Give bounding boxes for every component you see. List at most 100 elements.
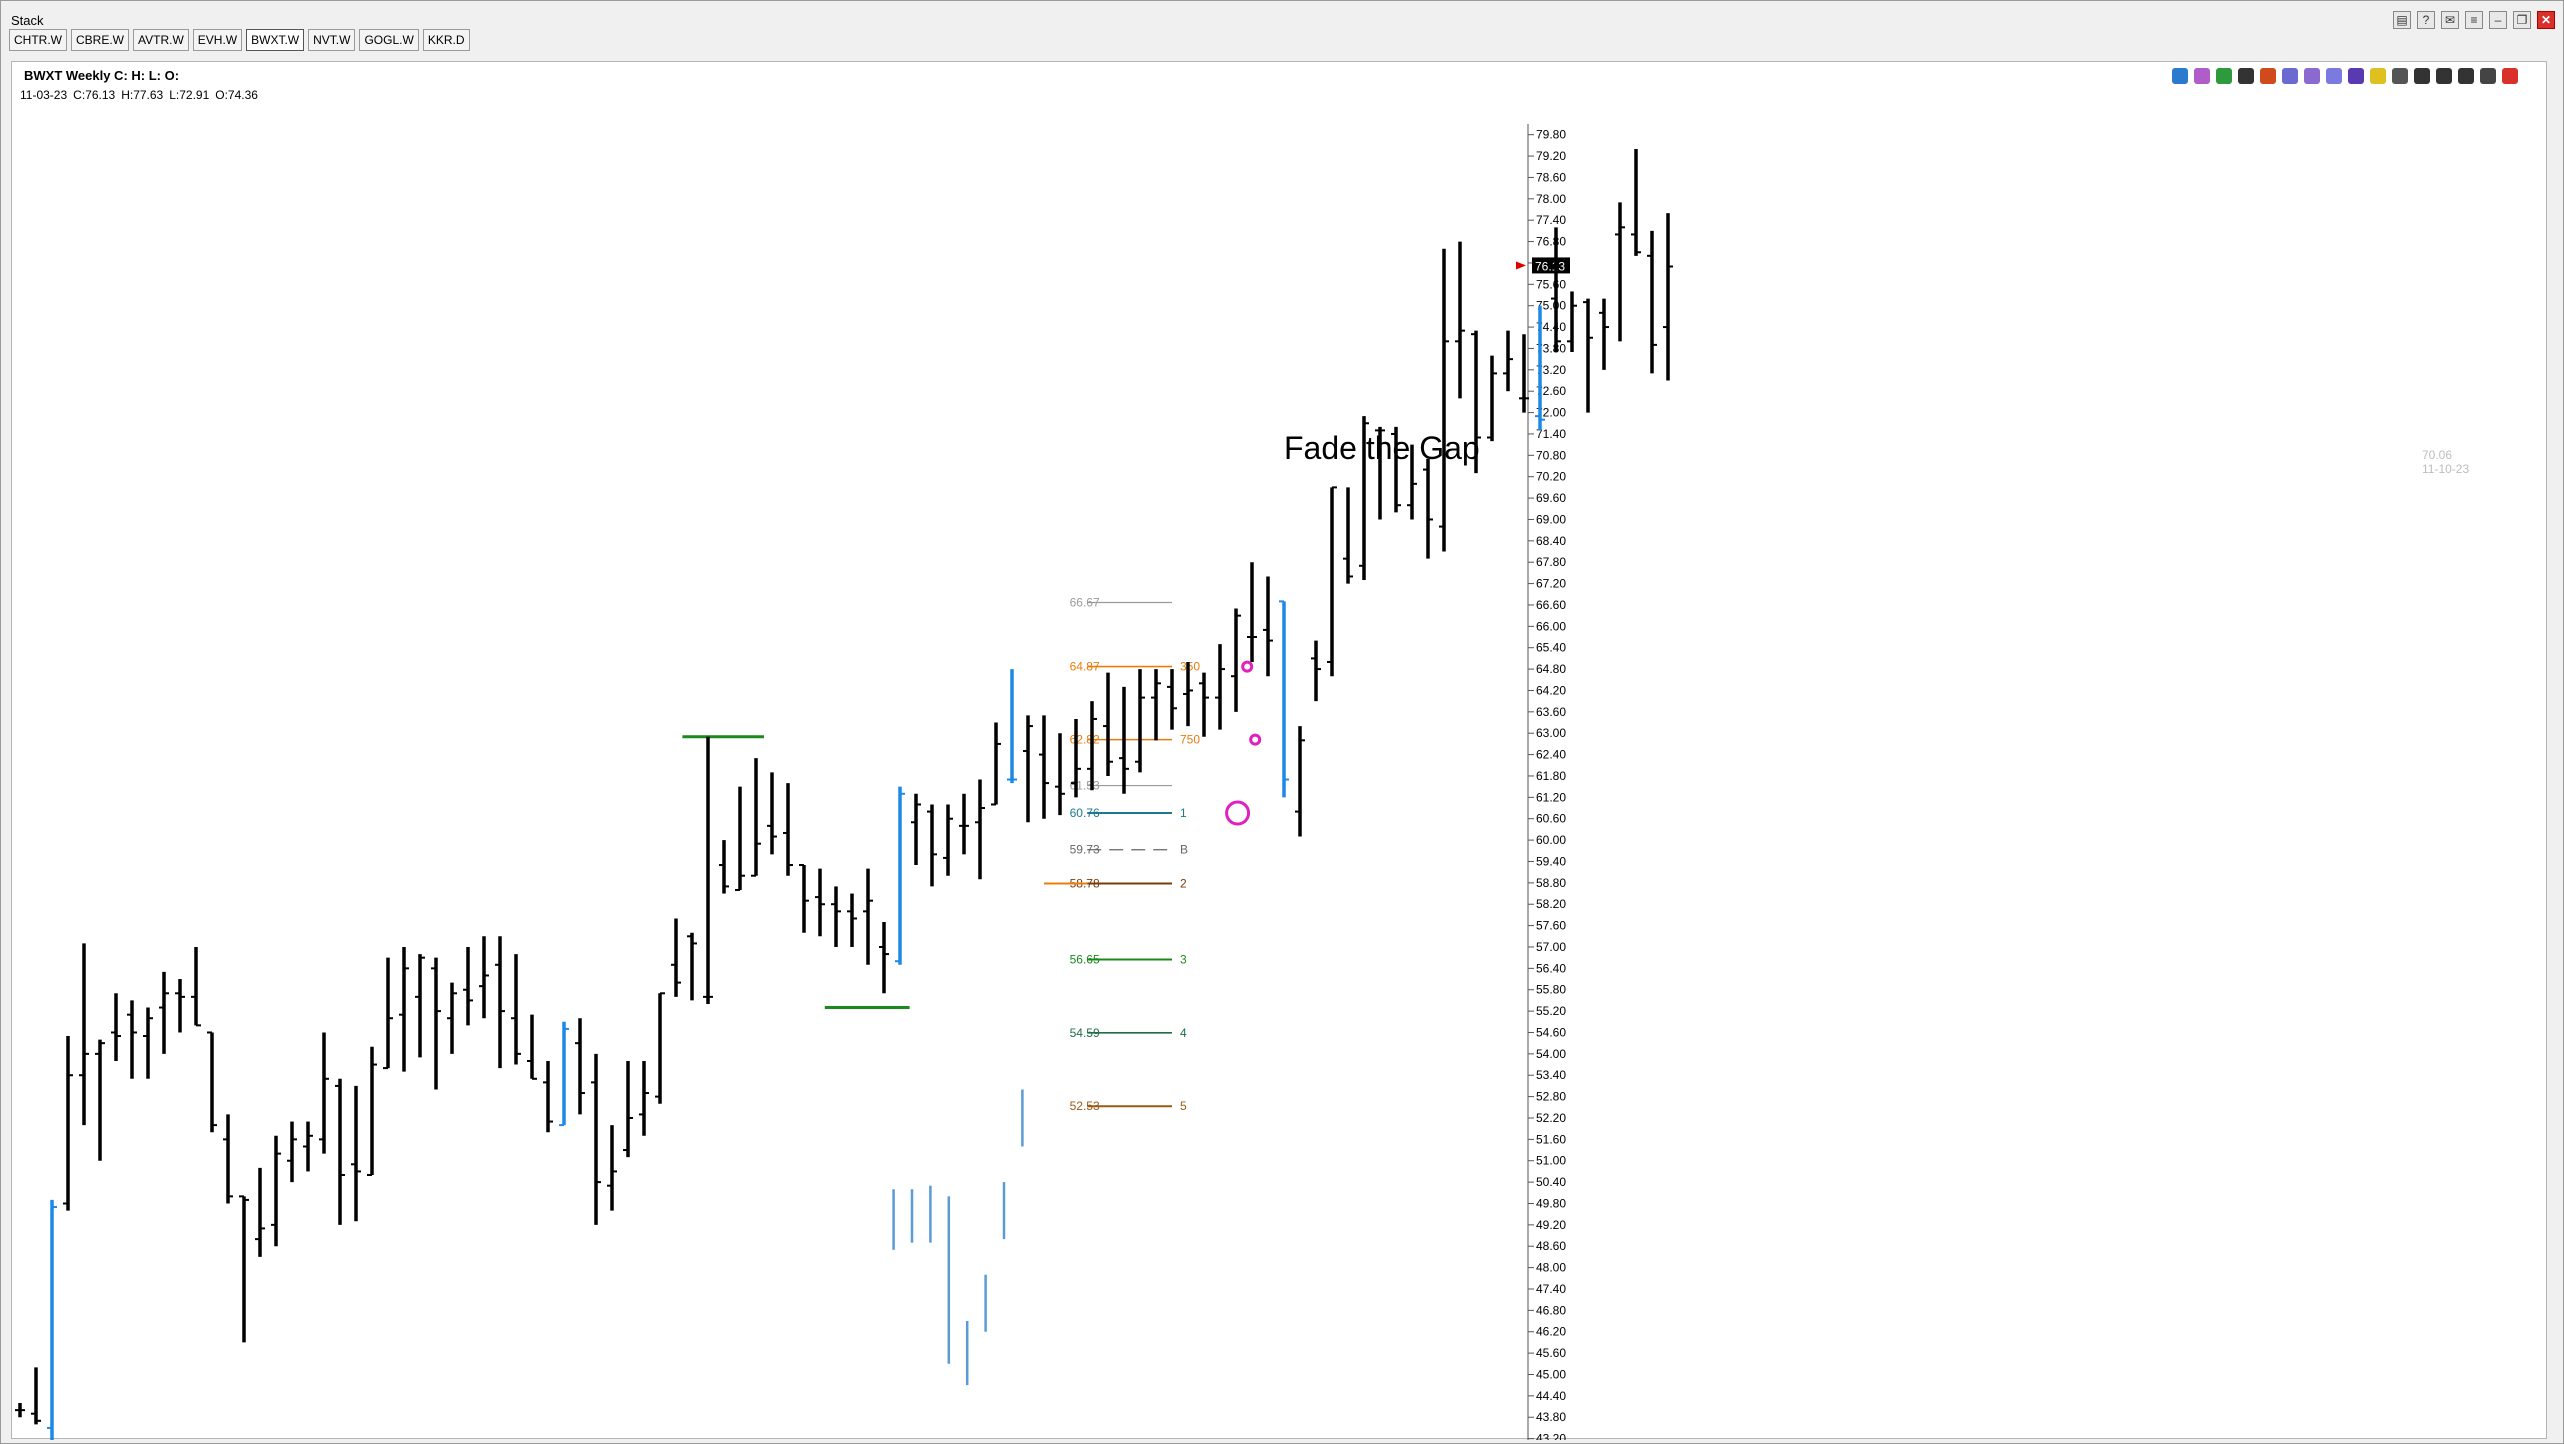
tab-nvt-w[interactable]: NVT.W bbox=[308, 29, 356, 51]
y-tick-label: 57.60 bbox=[1536, 919, 1566, 933]
lock-icon[interactable] bbox=[2414, 68, 2430, 84]
y-tick-label: 46.20 bbox=[1536, 1325, 1566, 1339]
window-title: Stack bbox=[11, 13, 44, 28]
menu-icon[interactable]: ≡ bbox=[2465, 11, 2483, 29]
multi-line-icon[interactable] bbox=[2348, 68, 2364, 84]
fib-level-value: 60.76 bbox=[1070, 806, 1100, 820]
y-tick-label: 51.60 bbox=[1536, 1132, 1566, 1146]
ohlc-close: C:76.13 bbox=[73, 88, 116, 102]
fib-level-tag: 2 bbox=[1180, 877, 1187, 891]
y-tick-label: 54.60 bbox=[1536, 1025, 1566, 1039]
diagonal-line-icon[interactable] bbox=[2326, 68, 2342, 84]
y-tick-label: 71.40 bbox=[1536, 427, 1566, 441]
y-tick-label: 70.20 bbox=[1536, 470, 1566, 484]
minimize-button[interactable]: – bbox=[2489, 11, 2507, 29]
y-tick-label: 61.20 bbox=[1536, 790, 1566, 804]
fib-level-tag: B bbox=[1180, 843, 1188, 857]
y-tick-label: 55.80 bbox=[1536, 983, 1566, 997]
ohlc-date: 11-03-23 bbox=[20, 88, 68, 102]
fib-level-value: 56.65 bbox=[1070, 952, 1100, 966]
chart-title: BWXT Weekly C: H: L: O: bbox=[24, 68, 180, 83]
tab-kkr-d[interactable]: KKR.D bbox=[422, 29, 470, 51]
y-tick-label: 66.00 bbox=[1536, 619, 1566, 633]
fib-level-tag: 5 bbox=[1180, 1099, 1187, 1113]
fib-level-value: 62.82 bbox=[1070, 733, 1100, 747]
fib-level-value: 61.53 bbox=[1070, 779, 1100, 793]
y-tick-label: 70.80 bbox=[1536, 448, 1566, 462]
tab-avtr-w[interactable]: AVTR.W bbox=[133, 29, 189, 51]
y-tick-label: 54.00 bbox=[1536, 1047, 1566, 1061]
zigzag-icon[interactable] bbox=[2392, 68, 2408, 84]
y-tick-label: 61.80 bbox=[1536, 769, 1566, 783]
y-tick-label: 66.60 bbox=[1536, 598, 1566, 612]
y-tick-label: 43.20 bbox=[1536, 1432, 1566, 1440]
ohlc-high: H:77.63 bbox=[121, 88, 164, 102]
y-tick-label: 69.60 bbox=[1536, 491, 1566, 505]
tab-bwxt-w[interactable]: BWXT.W bbox=[246, 29, 305, 51]
y-tick-label: 64.80 bbox=[1536, 662, 1566, 676]
y-tick-label: 48.00 bbox=[1536, 1261, 1566, 1275]
y-tick-label: 76.80 bbox=[1536, 235, 1566, 249]
y-tick-label: 78.60 bbox=[1536, 170, 1566, 184]
y-tick-label: 77.40 bbox=[1536, 213, 1566, 227]
y-tick-label: 72.60 bbox=[1536, 384, 1566, 398]
help-icon[interactable]: ? bbox=[2417, 11, 2435, 29]
gap-fill-marker bbox=[1225, 800, 1251, 826]
highlighter-icon[interactable] bbox=[2370, 68, 2386, 84]
y-tick-label: 57.00 bbox=[1536, 940, 1566, 954]
gap-fill-marker bbox=[1249, 733, 1262, 746]
y-tick-label: 59.40 bbox=[1536, 854, 1566, 868]
ohlc-readout: 11-03-23 C:76.13 H:77.63 L:72.91 O:74.36 bbox=[20, 88, 258, 102]
tab-cbre-w[interactable]: CBRE.W bbox=[71, 29, 129, 51]
y-tick-label: 43.80 bbox=[1536, 1410, 1566, 1424]
ohlc-low: L:72.91 bbox=[169, 88, 210, 102]
y-tick-label: 79.80 bbox=[1536, 128, 1566, 142]
price-chart[interactable]: 79.8079.2078.6078.0077.4076.8076.2075.60… bbox=[12, 62, 2548, 1440]
close-icon[interactable] bbox=[2502, 68, 2518, 84]
current-price-box bbox=[1532, 257, 1570, 274]
restore-button[interactable]: ❐ bbox=[2513, 11, 2531, 29]
y-tick-label: 52.20 bbox=[1536, 1111, 1566, 1125]
drawing-toolbar bbox=[2172, 68, 2518, 86]
y-tick-label: 49.80 bbox=[1536, 1196, 1566, 1210]
y-tick-label: 48.60 bbox=[1536, 1239, 1566, 1253]
tab-gogl-w[interactable]: GOGL.W bbox=[359, 29, 419, 51]
arrows-icon[interactable] bbox=[2436, 68, 2452, 84]
y-tick-label: 69.00 bbox=[1536, 512, 1566, 526]
y-tick-label: 65.40 bbox=[1536, 641, 1566, 655]
y-tick-label: 60.00 bbox=[1536, 833, 1566, 847]
y-tick-label: 55.20 bbox=[1536, 1004, 1566, 1018]
title-bar: Stack ▤? ✉ ≡ – ❐ ✕ bbox=[1, 1, 2564, 29]
clock-icon[interactable] bbox=[2282, 68, 2298, 84]
fib-fan-icon[interactable] bbox=[2304, 68, 2320, 84]
settings-icon[interactable] bbox=[2480, 68, 2496, 84]
y-tick-label: 64.20 bbox=[1536, 683, 1566, 697]
circle-minus-icon[interactable] bbox=[2238, 68, 2254, 84]
y-tick-label: 63.00 bbox=[1536, 726, 1566, 740]
y-tick-label: 67.80 bbox=[1536, 555, 1566, 569]
y-tick-label: 49.20 bbox=[1536, 1218, 1566, 1232]
fib-level-tag: 1 bbox=[1180, 806, 1187, 820]
ohlc-open: O:74.36 bbox=[215, 88, 258, 102]
layers-icon[interactable] bbox=[2172, 68, 2188, 84]
gap-fill-marker bbox=[1241, 660, 1254, 673]
tree-icon[interactable] bbox=[2216, 68, 2232, 84]
fade-the-gap-annotation: Fade the Gap bbox=[1284, 430, 1480, 466]
y-tick-label: 46.80 bbox=[1536, 1303, 1566, 1317]
split-arrows-icon[interactable] bbox=[2458, 68, 2474, 84]
wave-icon[interactable] bbox=[2194, 68, 2210, 84]
pencil-icon[interactable] bbox=[2260, 68, 2276, 84]
layout-icon[interactable]: ▤ bbox=[2393, 11, 2411, 29]
tab-chtr-w[interactable]: CHTR.W bbox=[9, 29, 67, 51]
current-price-label: 76.13 bbox=[1535, 259, 1565, 273]
window-controls: ▤? ✉ ≡ – ❐ ✕ bbox=[2393, 11, 2555, 31]
tab-evh-w[interactable]: EVH.W bbox=[192, 29, 243, 51]
y-tick-label: 68.40 bbox=[1536, 534, 1566, 548]
fib-level-value: 52.53 bbox=[1070, 1099, 1100, 1113]
close-button[interactable]: ✕ bbox=[2537, 11, 2555, 29]
y-tick-label: 73.80 bbox=[1536, 341, 1566, 355]
fib-level-value: 59.73 bbox=[1070, 843, 1100, 857]
y-tick-label: 50.40 bbox=[1536, 1175, 1566, 1189]
mail-icon[interactable]: ✉ bbox=[2441, 11, 2459, 29]
